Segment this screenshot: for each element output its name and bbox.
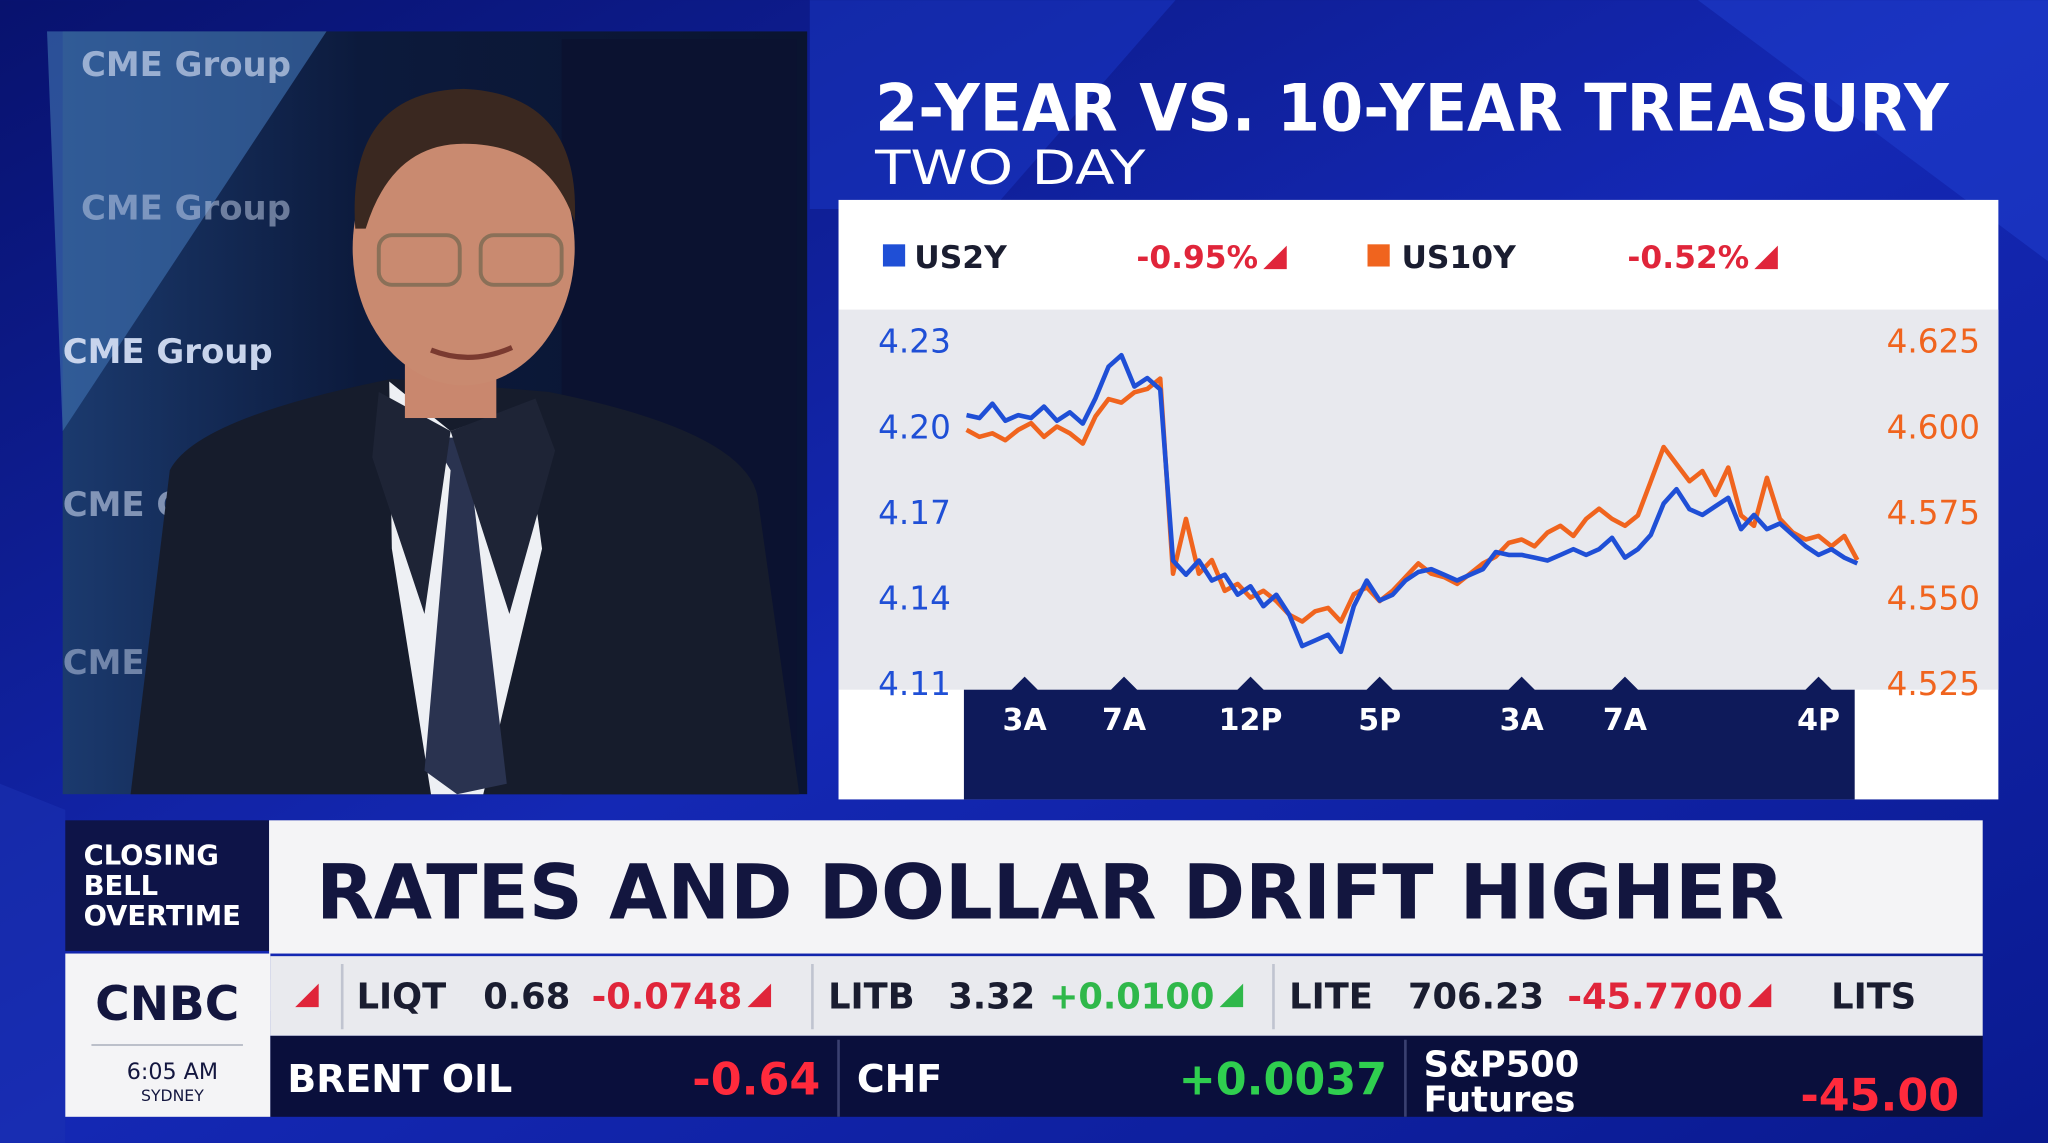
ticker-price: 0.68 bbox=[483, 976, 570, 1017]
x-tick-label: 7A bbox=[1603, 703, 1648, 738]
legend-swatch bbox=[1367, 244, 1390, 267]
ticker: LIQT 0.68 -0.0748 LITB 3.32 +0.0100 LITE 706.23… bbox=[270, 963, 1916, 1030]
logo: CME Group bbox=[63, 332, 273, 372]
headline: RATES AND DOLLAR DRIFT HIGHER bbox=[316, 848, 1784, 936]
ticker-bar bbox=[270, 956, 1983, 1036]
show-box bbox=[65, 820, 270, 951]
headline-bar bbox=[269, 820, 1983, 954]
x-tick-mark bbox=[1109, 676, 1139, 692]
legend-change: -0.95% bbox=[1136, 240, 1258, 276]
chart-title: 2-YEAR VS. 10-YEAR TREASURY bbox=[875, 71, 1949, 147]
ticker-symbol: LIQT bbox=[357, 976, 447, 1017]
change-arrow bbox=[1747, 983, 1772, 1008]
market-name: CHF bbox=[857, 1057, 942, 1101]
ticker-change: +0.0100 bbox=[1049, 976, 1215, 1017]
ticker-price: 3.32 bbox=[948, 976, 1035, 1017]
network-logo: CNBC bbox=[95, 977, 239, 1032]
x-tick-mark bbox=[1804, 676, 1833, 692]
change-arrow bbox=[1263, 245, 1287, 270]
legend-label: US10Y bbox=[1401, 240, 1516, 276]
chart-subtitle: TWO DAY bbox=[874, 141, 1146, 196]
x-tick-label: 7A bbox=[1102, 703, 1147, 738]
y-tick-label: 4.14 bbox=[878, 579, 951, 617]
y-tick-label: 4.23 bbox=[878, 323, 951, 361]
change-arrow bbox=[1754, 245, 1778, 270]
presenter bbox=[130, 88, 800, 795]
x-tick-label: 12P bbox=[1219, 703, 1283, 738]
bg-shape bbox=[1697, 0, 2048, 262]
line-series bbox=[965, 376, 1860, 624]
y2-tick-label: 4.525 bbox=[1887, 665, 1980, 703]
logo: CME Group bbox=[81, 45, 291, 85]
window-glass bbox=[47, 31, 327, 432]
mouth bbox=[430, 345, 514, 360]
x-tick-mark bbox=[1610, 676, 1640, 692]
plot-area bbox=[838, 309, 1999, 690]
glasses bbox=[478, 233, 564, 287]
logo: CME Group bbox=[81, 189, 291, 229]
x-tick-label: 3A bbox=[1500, 703, 1545, 738]
y-tick-label: 4.17 bbox=[878, 494, 951, 532]
bg-shape bbox=[809, 0, 1176, 210]
tie bbox=[424, 437, 507, 795]
show-line: BELL bbox=[84, 871, 159, 902]
clock: 6:05 AM bbox=[127, 1059, 218, 1085]
legend-label: US2Y bbox=[914, 240, 1007, 276]
lapel bbox=[372, 391, 556, 614]
line-series bbox=[966, 352, 1859, 655]
change-arrow bbox=[1219, 983, 1244, 1008]
y-tick-label: 4.11 bbox=[878, 665, 951, 703]
ticker-symbol: LITE bbox=[1289, 976, 1373, 1017]
clock-city: SYDNEY bbox=[141, 1086, 204, 1105]
legend-change: -0.52% bbox=[1627, 240, 1749, 276]
show-line: OVERTIME bbox=[84, 901, 241, 932]
show-line: CLOSING bbox=[84, 841, 219, 872]
markets-bar bbox=[270, 1035, 1983, 1117]
x-tick-mark bbox=[1507, 676, 1537, 692]
x-axis-band bbox=[963, 689, 1855, 800]
x-tick-label: 5P bbox=[1358, 703, 1401, 738]
network-box bbox=[65, 953, 271, 1117]
ticker-fragment bbox=[270, 979, 287, 1012]
bg-shape bbox=[0, 783, 66, 1143]
y2-tick-label: 4.625 bbox=[1887, 323, 1980, 361]
ticker-symbol: LITS bbox=[1831, 976, 1916, 1017]
market-change: -45.00 bbox=[1800, 1070, 1959, 1121]
market-name: S&P500 bbox=[1424, 1044, 1580, 1085]
ticker-price: 706.23 bbox=[1408, 976, 1544, 1017]
glasses bbox=[376, 233, 462, 287]
ticker-change: -45.7700 bbox=[1567, 976, 1742, 1017]
y-tick-label: 4.20 bbox=[878, 408, 951, 446]
ticker-symbol: LITB bbox=[828, 976, 915, 1017]
x-tick-mark bbox=[1365, 676, 1395, 692]
hair bbox=[354, 88, 576, 229]
face bbox=[352, 111, 575, 386]
y2-tick-label: 4.550 bbox=[1887, 579, 1980, 617]
legend-swatch bbox=[882, 244, 906, 267]
change-arrow bbox=[295, 983, 319, 1008]
x-tick-label: 3A bbox=[1003, 703, 1048, 738]
market-change: +0.0037 bbox=[1179, 1055, 1388, 1106]
y2-tick-label: 4.575 bbox=[1887, 494, 1980, 532]
x-tick-mark bbox=[1236, 676, 1265, 692]
chart: 4.23 4.20 4.17 4.14 4.11 4.625 4.600 4.575 4.550… bbox=[878, 240, 1980, 738]
x-tick-label: 4P bbox=[1797, 703, 1840, 738]
y2-tick-label: 4.600 bbox=[1887, 408, 1980, 446]
x-tick-mark bbox=[1010, 676, 1039, 692]
market-name: Futures bbox=[1424, 1080, 1576, 1121]
ticker-change: -0.0748 bbox=[592, 976, 743, 1017]
market-name: BRENT OIL bbox=[287, 1057, 512, 1101]
market-change: -0.64 bbox=[692, 1055, 820, 1106]
change-arrow bbox=[747, 983, 772, 1008]
